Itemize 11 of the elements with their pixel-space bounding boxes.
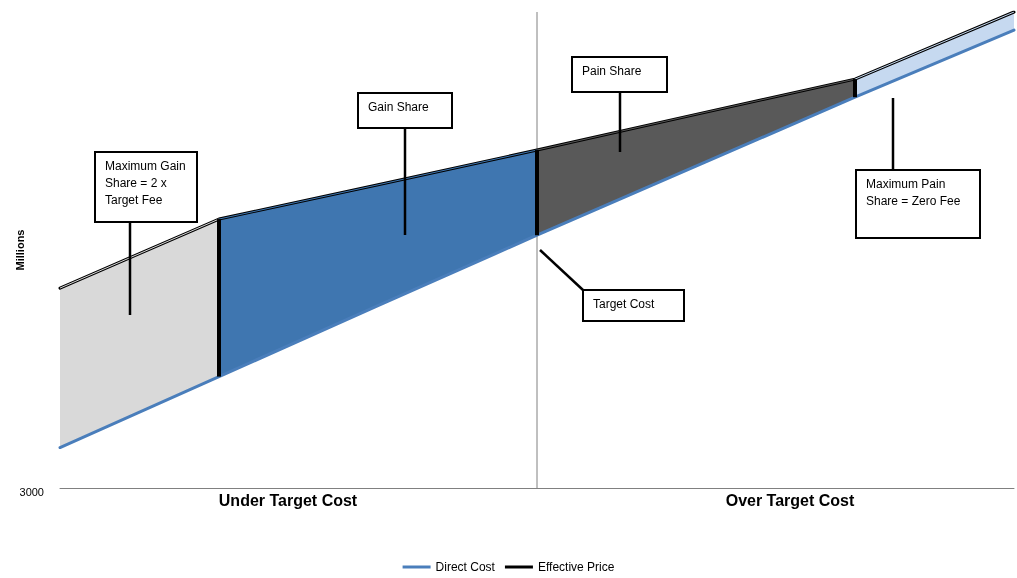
text: Under Target Cost — [218, 491, 358, 509]
annotation: Gain Share — [368, 99, 430, 116]
annotation: Maximum Pain Share = Zero Fee — [866, 176, 962, 210]
annotation: Maximum Gain Share = 2 x Target Fee — [105, 158, 187, 209]
text: Over Target Cost — [725, 491, 855, 509]
annotation: Target Cost — [593, 296, 656, 313]
annotation: Pain Share — [582, 63, 643, 80]
legend-label: Direct Cost — [435, 560, 496, 574]
legend-label: Effective Price — [537, 560, 615, 574]
text: 3000 — [19, 486, 44, 498]
y-axis-title: Millions — [14, 229, 26, 271]
